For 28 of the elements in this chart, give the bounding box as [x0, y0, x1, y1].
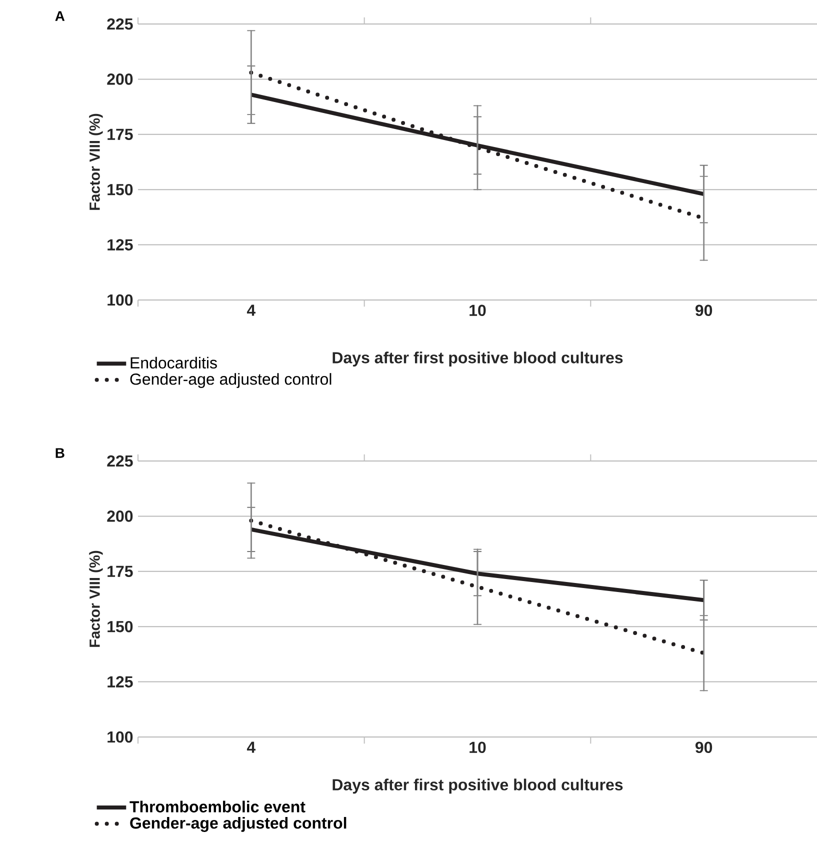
y-tick-label: 225 [106, 18, 133, 30]
y-tick-label: 125 [107, 239, 133, 250]
legend-label: Gender-age adjusted control [130, 816, 346, 832]
x-tick-label: 4 [246, 304, 256, 316]
x-tick-label: 90 [695, 742, 712, 754]
y-axis-title: Factor VIII (%) [88, 550, 103, 647]
y-tick-label: 200 [106, 74, 132, 85]
x-tick-label: 4 [246, 742, 256, 753]
y-tick-label: 100 [107, 294, 132, 306]
y-tick-label: 175 [107, 128, 133, 140]
y-tick-label: 125 [107, 676, 133, 688]
y-tick-label: 200 [106, 510, 132, 522]
x-tick-label: 90 [695, 304, 712, 316]
y-tick-label: 175 [107, 566, 133, 577]
x-tick-label: 10 [469, 304, 486, 316]
y-tick-label: 150 [107, 620, 132, 632]
y-axis-title: Factor VIII (%) [88, 114, 103, 210]
legend-label: Thromboembolic event [129, 800, 306, 812]
y-tick-label: 225 [106, 455, 133, 467]
y-tick-label: 150 [107, 184, 132, 196]
legend-label: Endocarditis [130, 356, 217, 369]
chart-title: B [56, 448, 64, 458]
chart-title: A [54, 11, 64, 21]
x-tick-label: 10 [469, 742, 486, 754]
x-axis-title: Days after first positive blood cultures [332, 778, 622, 794]
y-tick-label: 100 [107, 731, 132, 743]
x-axis-title: Days after first positive blood cultures [332, 352, 622, 367]
legend-label: Gender-age adjusted control [130, 373, 331, 388]
